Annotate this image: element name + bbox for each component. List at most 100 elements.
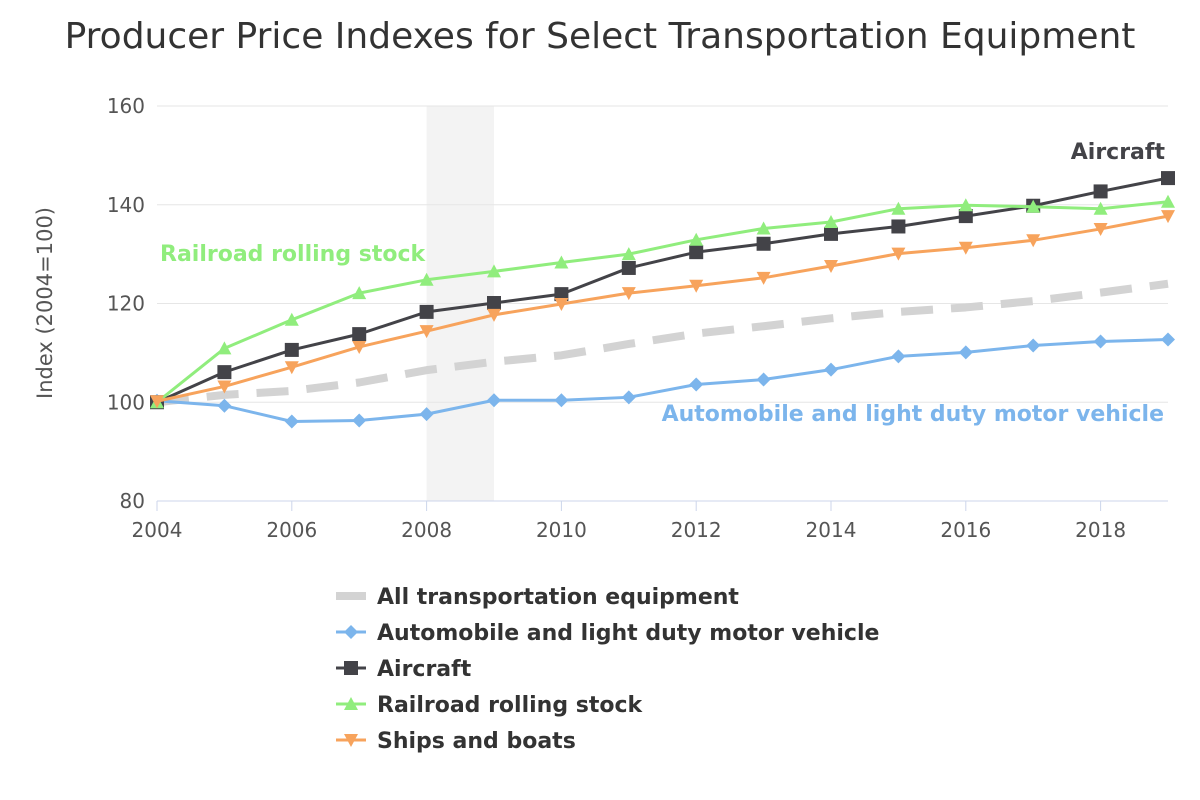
data-point-aircraft xyxy=(689,245,704,260)
legend-label: All transportation equipment xyxy=(377,585,739,610)
data-point-ships-and-boats xyxy=(824,259,838,273)
data-point-ships-and-boats xyxy=(217,380,232,394)
data-point-aircraft xyxy=(554,287,569,302)
data-point-railroad-rolling-stock xyxy=(284,312,299,326)
series-automobile-and-light-duty-motor-vehicle xyxy=(150,332,1175,429)
series-line-ships-and-boats xyxy=(155,214,1170,403)
data-point-ships-and-boats xyxy=(1026,234,1041,248)
legend-item-all-transportation-equipment[interactable]: All transportation equipment xyxy=(336,585,739,610)
data-point-automobile-and-light-duty-motor-vehicle xyxy=(1093,334,1108,349)
data-point-automobile-and-light-duty-motor-vehicle xyxy=(689,377,704,392)
legend-label: Ships and boats xyxy=(377,729,576,754)
legend-item-railroad-rolling-stock[interactable]: Railroad rolling stock xyxy=(336,693,644,718)
data-point-railroad-rolling-stock xyxy=(1026,199,1041,213)
data-point-aircraft xyxy=(891,219,906,234)
legend-label: Aircraft xyxy=(377,657,472,682)
legend-marker xyxy=(344,625,358,639)
data-point-automobile-and-light-duty-motor-vehicle xyxy=(1026,338,1041,353)
data-point-ships-and-boats xyxy=(1093,222,1108,236)
data-point-railroad-rolling-stock xyxy=(689,232,704,246)
legend-label: Automobile and light duty motor vehicle xyxy=(377,621,879,646)
data-point-ships-and-boats xyxy=(352,340,367,354)
data-point-railroad-rolling-stock xyxy=(891,201,906,215)
data-point-ships-and-boats xyxy=(621,287,636,301)
data-point-railroad-rolling-stock xyxy=(1161,194,1175,208)
data-point-railroad-rolling-stock xyxy=(958,198,973,212)
data-point-automobile-and-light-duty-motor-vehicle xyxy=(1161,332,1175,347)
data-point-railroad-rolling-stock xyxy=(554,255,569,269)
y-tick-label: 80 xyxy=(120,489,145,513)
data-point-railroad-rolling-stock xyxy=(217,341,232,355)
data-point-automobile-and-light-duty-motor-vehicle xyxy=(217,398,232,413)
data-point-ships-and-boats xyxy=(419,325,434,339)
data-point-automobile-and-light-duty-motor-vehicle xyxy=(824,362,838,377)
series-railroad-rolling-stock xyxy=(150,194,1175,409)
data-point-aircraft xyxy=(419,304,434,319)
legend-marker xyxy=(344,697,358,710)
data-point-automobile-and-light-duty-motor-vehicle xyxy=(487,393,501,408)
data-point-railroad-rolling-stock xyxy=(419,272,434,286)
data-point-ships-and-boats xyxy=(958,241,973,255)
series-line-aircraft xyxy=(155,176,1170,404)
legend-item-aircraft[interactable]: Aircraft xyxy=(336,657,472,682)
legend[interactable]: All transportation equipment Automobile a… xyxy=(336,585,879,754)
data-point-railroad-rolling-stock xyxy=(824,215,838,229)
chart-title: Producer Price Indexes for Select Transp… xyxy=(65,16,1136,57)
data-point-aircraft xyxy=(824,226,838,241)
y-tick-label: 100 xyxy=(107,390,145,414)
series-ships-and-boats xyxy=(150,210,1175,409)
annotation-automobile-and-light-duty-motor-vehicle: Automobile and light duty motor vehicle xyxy=(662,402,1164,427)
data-point-railroad-rolling-stock xyxy=(621,247,636,261)
x-tick-label: 2006 xyxy=(266,518,317,542)
data-point-aircraft xyxy=(487,296,501,311)
annotations: Aircraft Railroad rolling stock Automobile… xyxy=(160,140,1165,427)
series-line-all-transportation-equipment xyxy=(156,279,1169,407)
axes: 80 100 120 140 160 2004 2006 2008 2010 2012 2014 20… xyxy=(107,94,1168,542)
legend-marker xyxy=(344,661,358,675)
data-point-railroad-rolling-stock xyxy=(487,264,501,278)
data-point-automobile-and-light-duty-motor-vehicle xyxy=(958,345,973,360)
y-axis-label: Index (2004=100) xyxy=(33,207,57,399)
data-point-ships-and-boats xyxy=(1161,210,1175,224)
x-tick-label: 2016 xyxy=(940,518,991,542)
series-line-railroad-rolling-stock xyxy=(155,200,1170,404)
annotation-aircraft: Aircraft xyxy=(1071,140,1166,165)
data-point-automobile-and-light-duty-motor-vehicle xyxy=(352,413,367,428)
data-point-railroad-rolling-stock xyxy=(352,286,367,300)
data-point-ships-and-boats xyxy=(284,361,299,375)
y-tick-label: 140 xyxy=(107,193,145,217)
x-tick-label: 2008 xyxy=(401,518,452,542)
data-point-aircraft xyxy=(756,236,771,251)
data-point-aircraft xyxy=(284,342,299,357)
data-point-aircraft xyxy=(621,260,636,275)
annotation-railroad-rolling-stock: Railroad rolling stock xyxy=(160,242,427,267)
data-point-ships-and-boats xyxy=(891,247,906,261)
legend-label: Railroad rolling stock xyxy=(377,693,644,718)
data-point-aircraft xyxy=(217,365,232,380)
legend-item-automobile-and-light-duty-motor-vehicle[interactable]: Automobile and light duty motor vehicle xyxy=(336,621,879,646)
data-point-ships-and-boats xyxy=(554,297,569,311)
data-point-automobile-and-light-duty-motor-vehicle xyxy=(419,407,434,422)
data-point-ships-and-boats xyxy=(756,271,771,285)
series-all-transportation-equipment xyxy=(156,279,1169,407)
legend-item-ships-and-boats[interactable]: Ships and boats xyxy=(336,729,576,754)
data-point-automobile-and-light-duty-motor-vehicle xyxy=(284,414,299,429)
y-tick-label: 120 xyxy=(107,292,145,316)
data-point-ships-and-boats xyxy=(689,279,704,293)
x-tick-label: 2014 xyxy=(806,518,857,542)
x-tick-label: 2004 xyxy=(132,518,183,542)
data-point-aircraft xyxy=(1161,171,1175,186)
data-point-railroad-rolling-stock xyxy=(1093,201,1108,215)
data-point-railroad-rolling-stock xyxy=(756,221,771,235)
data-point-automobile-and-light-duty-motor-vehicle xyxy=(756,372,771,387)
data-point-ships-and-boats xyxy=(487,308,501,322)
series-layer xyxy=(150,171,1175,429)
data-point-automobile-and-light-duty-motor-vehicle xyxy=(891,349,906,364)
y-tick-label: 160 xyxy=(107,94,145,118)
x-tick-label: 2010 xyxy=(536,518,587,542)
series-line-automobile-and-light-duty-motor-vehicle xyxy=(155,338,1170,424)
data-point-ships-and-boats xyxy=(150,395,164,409)
data-point-aircraft xyxy=(1093,184,1108,199)
data-point-automobile-and-light-duty-motor-vehicle xyxy=(554,393,569,408)
